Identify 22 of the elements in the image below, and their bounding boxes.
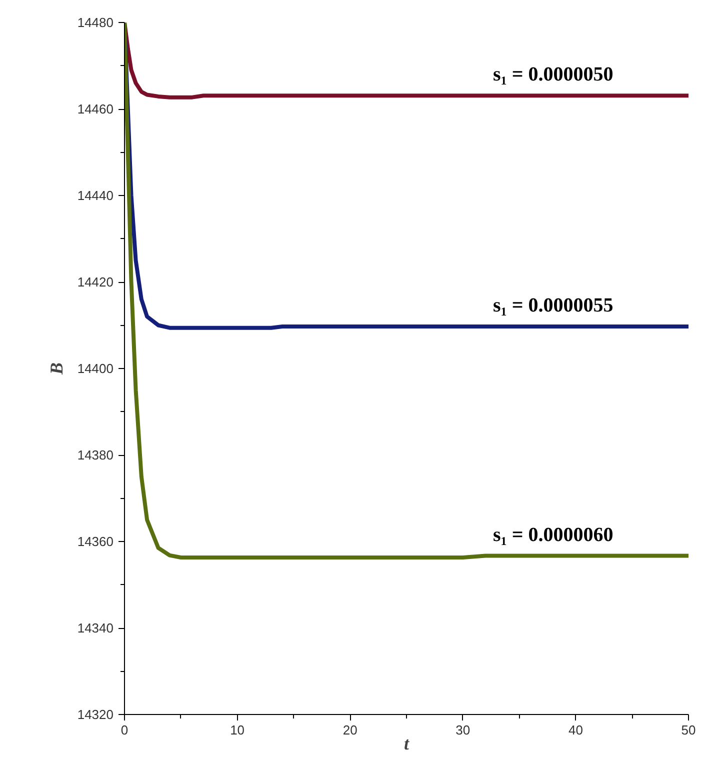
x-tick-label: 0 [120, 722, 128, 738]
line-series [124, 22, 688, 100]
y-tick-label: 14460 [77, 102, 114, 116]
x-axis-title: t [404, 734, 410, 754]
x-tick-label: 40 [568, 722, 583, 738]
series-label: s₁ = 0.0000050 [493, 64, 614, 86]
series-label: s₁ = 0.0000060 [493, 524, 614, 546]
x-tick-label: 30 [456, 722, 470, 738]
y-tick-label: 14360 [77, 534, 114, 549]
y-tick-label: 14420 [77, 274, 114, 290]
y-tick-label: 14400 [77, 361, 114, 376]
y-tick-label: 14340 [77, 620, 114, 636]
series-label: s₁ = 0.0000055 [493, 294, 614, 317]
y-tick-label: 14380 [77, 448, 114, 462]
line-series [124, 22, 688, 560]
y-axis-title: B [46, 362, 66, 376]
y-tick-label: 14320 [77, 707, 114, 722]
y-tick-label: 14480 [77, 15, 114, 30]
x-tick-label: 50 [681, 722, 696, 738]
x-tick-label: 10 [230, 722, 245, 738]
x-tick-label: 20 [342, 722, 358, 738]
y-tick-label: 14440 [77, 188, 114, 203]
